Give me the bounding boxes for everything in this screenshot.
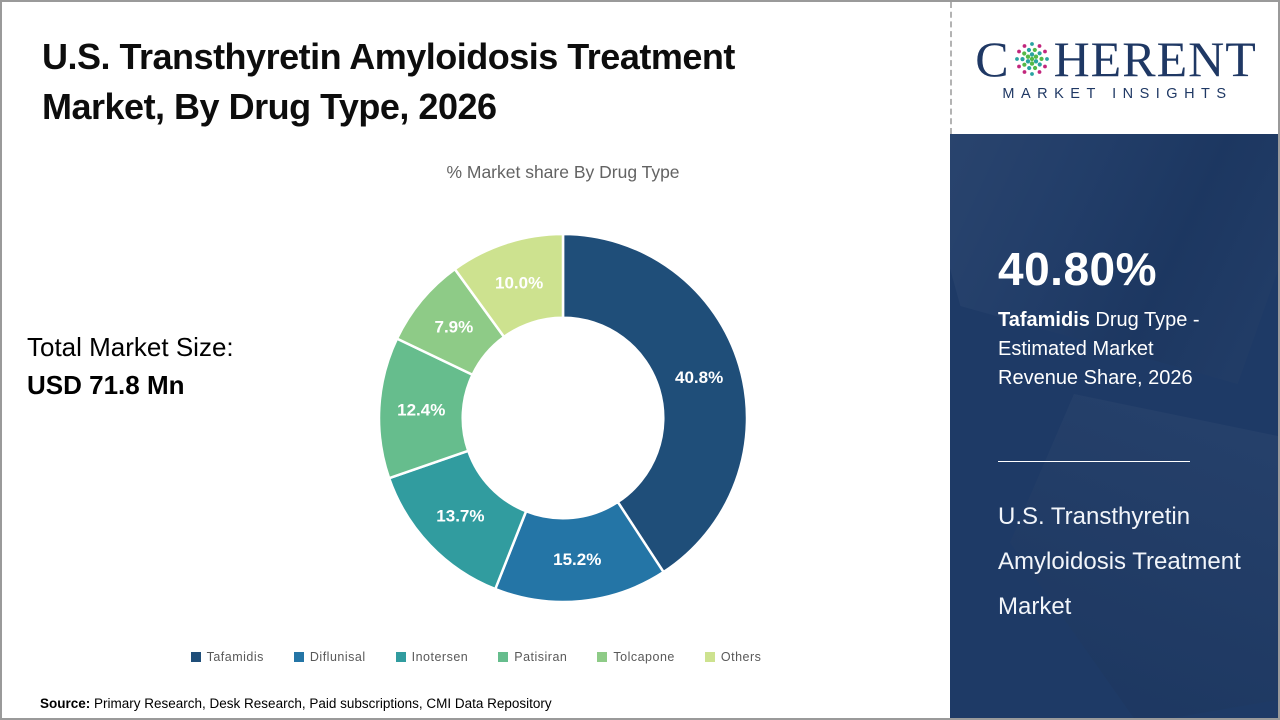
- market-name-title: U.S. Transthyretin Amyloidosis Treatment…: [998, 503, 1241, 620]
- legend-swatch: [597, 652, 608, 662]
- donut-slice-label-tafamidis: 40.8%: [675, 368, 723, 387]
- legend-item-inotersen: Inotersen: [395, 650, 469, 664]
- legend-item-patisiran: Patisiran: [498, 650, 567, 664]
- highlight-panel: 40.80% Tafamidis Drug Type - Estimated M…: [950, 134, 1278, 718]
- donut-slice-label-others: 10.0%: [495, 273, 543, 292]
- logo-letters-herent: HERENT: [1053, 31, 1257, 87]
- coherent-logo: C HERENT MARKET INSIGHTS: [950, 2, 1278, 134]
- donut-slice-label-inotersen: 13.7%: [436, 507, 484, 526]
- legend-item-others: Others: [704, 650, 762, 664]
- legend-label: Inotersen: [411, 650, 469, 664]
- panel-divider: [998, 461, 1190, 462]
- source-label: Source:: [40, 696, 91, 711]
- logo-letter-c: C: [975, 31, 1010, 87]
- logo-tagline: MARKET INSIGHTS: [1002, 86, 1233, 102]
- legend-swatch: [498, 652, 509, 662]
- page-title: U.S. Transthyretin Amyloidosis Treatment…: [42, 36, 735, 127]
- legend-label: Tolcapone: [613, 650, 675, 664]
- donut-slice-label-diflunisal: 15.2%: [553, 550, 601, 569]
- logo-brand: C HERENT: [975, 34, 1257, 84]
- legend-label: Patisiran: [514, 650, 568, 664]
- stat-description-drug: Tafamidis: [998, 309, 1090, 331]
- donut-slice-label-tolcapone: 7.9%: [434, 318, 473, 337]
- legend-label: Others: [720, 650, 762, 664]
- donut-slice-tafamidis: [561, 232, 749, 574]
- legend-label: Tafamidis: [206, 650, 264, 664]
- source-text: Primary Research, Desk Research, Paid su…: [90, 696, 552, 711]
- total-market-size: Total Market Size: USD 71.8 Mn: [27, 328, 234, 404]
- stat-value: 40.80%: [998, 243, 1158, 295]
- legend-label: Diflunisal: [309, 650, 366, 664]
- total-market-size-value: USD 71.8 Mn: [27, 370, 185, 400]
- legend-swatch: [190, 652, 201, 662]
- legend-swatch: [395, 652, 406, 662]
- legend-swatch: [704, 652, 715, 662]
- legend-item-tafamidis: Tafamidis: [190, 650, 264, 664]
- logo-globe-icon: [1014, 42, 1049, 76]
- legend-item-diflunisal: Diflunisal: [293, 650, 366, 664]
- legend-item-tolcapone: Tolcapone: [597, 650, 675, 664]
- donut-slice-label-patisiran: 12.4%: [397, 400, 445, 419]
- stat-description-rest: Drug Type - Estimated Market Revenue Sha…: [998, 309, 1200, 389]
- donut-slice-others: [453, 232, 565, 339]
- total-market-size-label: Total Market Size:: [27, 332, 234, 362]
- source-line: Source: Primary Research, Desk Research,…: [40, 696, 552, 711]
- stat-description: Tafamidis Drug Type - Estimated Market R…: [998, 306, 1228, 393]
- legend-swatch: [293, 652, 304, 662]
- chart-legend: Tafamidis Diflunisal Inotersen Patisiran Tol…: [2, 650, 950, 664]
- donut-chart: 40.8% 15.2% 13.7% 12.4% 7.9% 10.0%: [377, 232, 749, 604]
- chart-subtitle: % Market share By Drug Type: [446, 162, 680, 182]
